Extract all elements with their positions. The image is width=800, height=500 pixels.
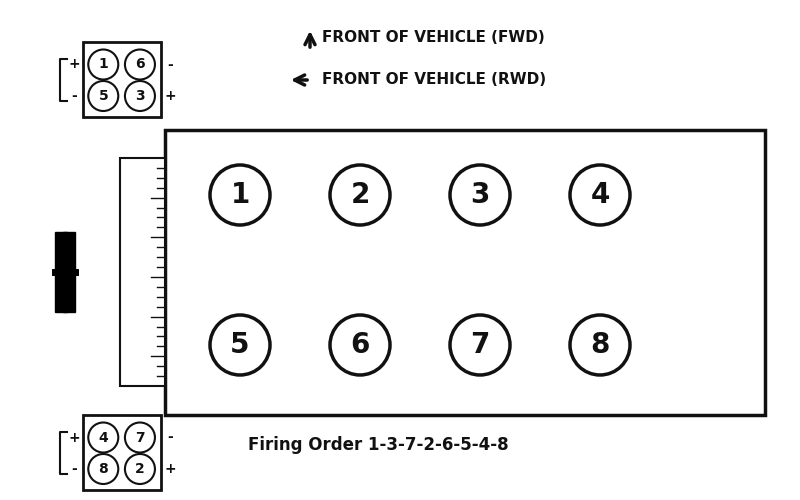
Circle shape (330, 165, 390, 225)
Circle shape (570, 165, 630, 225)
Text: +: + (164, 462, 176, 476)
Text: 1: 1 (230, 181, 250, 209)
Text: -: - (71, 462, 77, 476)
Text: 7: 7 (135, 430, 145, 444)
Circle shape (88, 454, 118, 484)
Text: -: - (71, 89, 77, 103)
Bar (165, 130, 765, 415)
Text: 2: 2 (135, 462, 145, 476)
Text: 4: 4 (98, 430, 108, 444)
Text: 2: 2 (350, 181, 370, 209)
Circle shape (450, 165, 510, 225)
Circle shape (570, 315, 630, 375)
Text: 8: 8 (590, 331, 610, 359)
Text: Firing Order 1-3-7-2-6-5-4-8: Firing Order 1-3-7-2-6-5-4-8 (248, 436, 509, 454)
Circle shape (210, 315, 270, 375)
Text: +: + (164, 89, 176, 103)
Text: FRONT OF VEHICLE (FWD): FRONT OF VEHICLE (FWD) (322, 30, 545, 46)
Text: 8: 8 (98, 462, 108, 476)
Text: -: - (167, 430, 173, 444)
Text: FRONT OF VEHICLE (RWD): FRONT OF VEHICLE (RWD) (322, 72, 546, 88)
Bar (120, 158, 165, 386)
Circle shape (450, 315, 510, 375)
Bar (83, 42, 161, 117)
Circle shape (125, 454, 155, 484)
Circle shape (88, 50, 118, 80)
Bar (63, 232, 75, 312)
Text: +: + (68, 430, 80, 444)
Text: 4: 4 (590, 181, 610, 209)
Circle shape (88, 422, 118, 452)
Text: 7: 7 (470, 331, 490, 359)
Text: 6: 6 (135, 58, 145, 71)
Circle shape (125, 422, 155, 452)
Text: -: - (167, 58, 173, 71)
Circle shape (88, 81, 118, 111)
Text: 6: 6 (350, 331, 370, 359)
Circle shape (210, 165, 270, 225)
Circle shape (125, 81, 155, 111)
Text: 1: 1 (98, 58, 108, 71)
Text: 3: 3 (135, 89, 145, 103)
Text: 5: 5 (98, 89, 108, 103)
Bar (83, 415, 161, 490)
Bar (55, 232, 67, 312)
Circle shape (125, 50, 155, 80)
Text: +: + (68, 58, 80, 71)
Circle shape (330, 315, 390, 375)
Text: 5: 5 (230, 331, 250, 359)
Text: 3: 3 (470, 181, 490, 209)
